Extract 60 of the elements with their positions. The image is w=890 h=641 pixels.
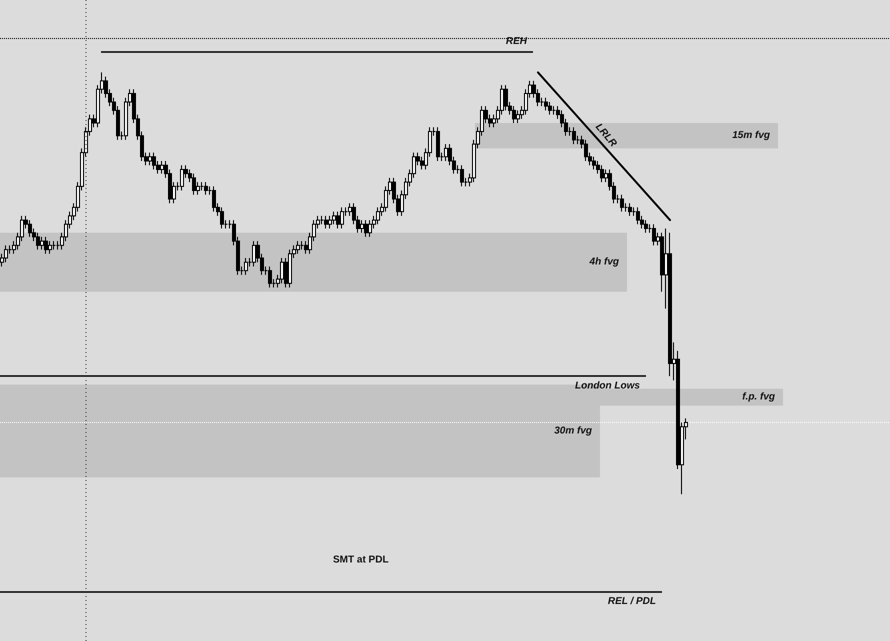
candlestick xyxy=(220,206,224,229)
candlestick xyxy=(332,211,336,225)
candlestick xyxy=(296,240,300,254)
ref-line-label: REL / PDL xyxy=(608,596,656,607)
candlestick xyxy=(584,139,588,162)
candlestick xyxy=(668,232,672,377)
candlestick xyxy=(644,220,648,234)
candlestick xyxy=(504,84,508,111)
band-label: 30m fvg xyxy=(554,425,592,436)
candlestick xyxy=(52,240,56,250)
candlestick xyxy=(328,215,332,229)
band-label: f.p. fvg xyxy=(742,392,775,403)
text: SMT at PDL xyxy=(333,554,389,566)
ref-line-label: London Lows xyxy=(575,380,640,392)
candlestick xyxy=(620,194,624,212)
candlestick xyxy=(212,186,216,212)
candlestick xyxy=(336,211,340,229)
band-label: 4h fvg xyxy=(588,256,619,268)
candlestick xyxy=(636,206,640,225)
candlestick xyxy=(204,182,208,196)
candlestick xyxy=(444,144,448,162)
candlestick xyxy=(572,126,576,145)
candlestick xyxy=(628,202,632,216)
candlestick xyxy=(364,220,368,238)
candlestick xyxy=(592,156,596,170)
candlestick xyxy=(460,164,464,187)
candlestick xyxy=(160,160,164,174)
candlestick xyxy=(516,110,520,124)
candlestick xyxy=(512,106,516,124)
candlestick xyxy=(200,182,204,192)
ref-line-label: REH xyxy=(506,36,528,47)
candlestick xyxy=(268,266,272,288)
candlestick xyxy=(340,206,344,229)
band-label: 15m fvg xyxy=(732,130,770,142)
candlestick xyxy=(436,126,440,162)
candlestick xyxy=(44,236,48,254)
candlestick xyxy=(280,258,284,284)
candlestick xyxy=(376,206,380,225)
candlestick xyxy=(300,240,304,250)
candlestick xyxy=(552,106,556,116)
candlestick xyxy=(244,258,248,276)
candlestick xyxy=(28,220,32,238)
candlestick xyxy=(48,240,52,254)
candlestick xyxy=(192,173,196,196)
candlestick xyxy=(4,244,8,263)
candlestick xyxy=(324,215,328,229)
candlestick xyxy=(148,152,152,166)
candlestick xyxy=(600,164,604,183)
candlestick xyxy=(152,152,156,170)
candlestick xyxy=(652,224,656,246)
candlestick xyxy=(360,220,364,234)
candlestick xyxy=(288,249,292,288)
candlestick xyxy=(36,232,40,250)
candlestick xyxy=(368,220,372,238)
candlestick xyxy=(40,236,44,250)
candlestick xyxy=(548,101,552,116)
candlestick xyxy=(252,240,256,267)
candlestick xyxy=(320,215,324,225)
candlestick xyxy=(544,97,548,111)
candlestick xyxy=(180,164,184,192)
